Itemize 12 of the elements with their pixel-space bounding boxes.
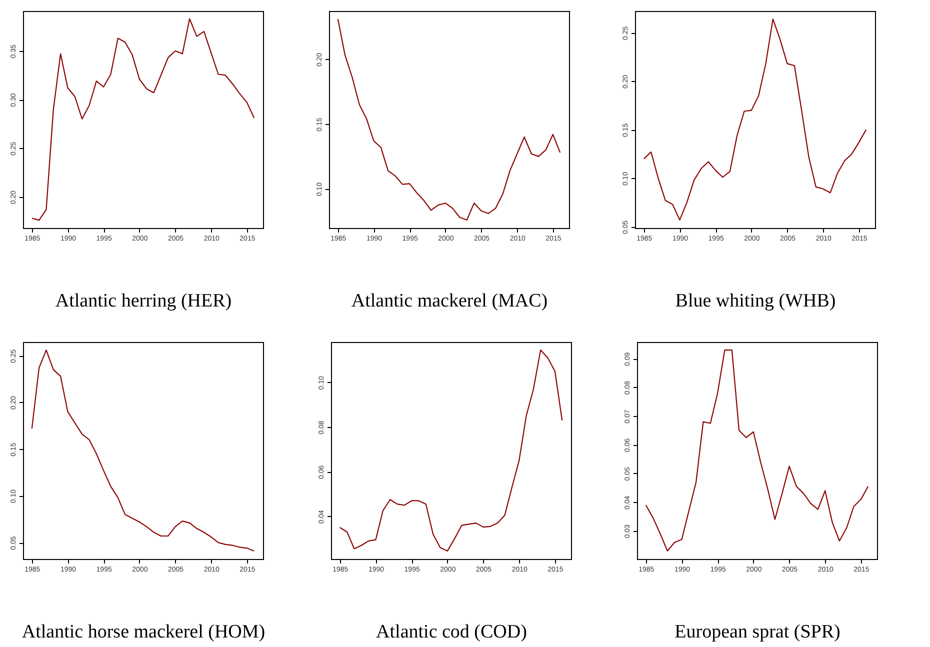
x-axis-title: Atlantic cod (COD) [376,622,527,642]
line-series [31,349,255,552]
line-series [645,349,869,552]
x-axis-title: Blue whiting (WHB) [675,290,836,312]
x-axis-title: Atlantic horse mackerel (HOM) [22,622,266,642]
line-series [643,18,867,220]
x-axis-title: Atlantic mackerel (MAC) [351,290,548,312]
line-series [339,349,563,552]
x-axis-title: European sprat (SPR) [674,622,840,642]
line-series [337,18,561,221]
line-series [31,18,255,221]
x-axis-title: Atlantic herring (HER) [55,290,232,312]
